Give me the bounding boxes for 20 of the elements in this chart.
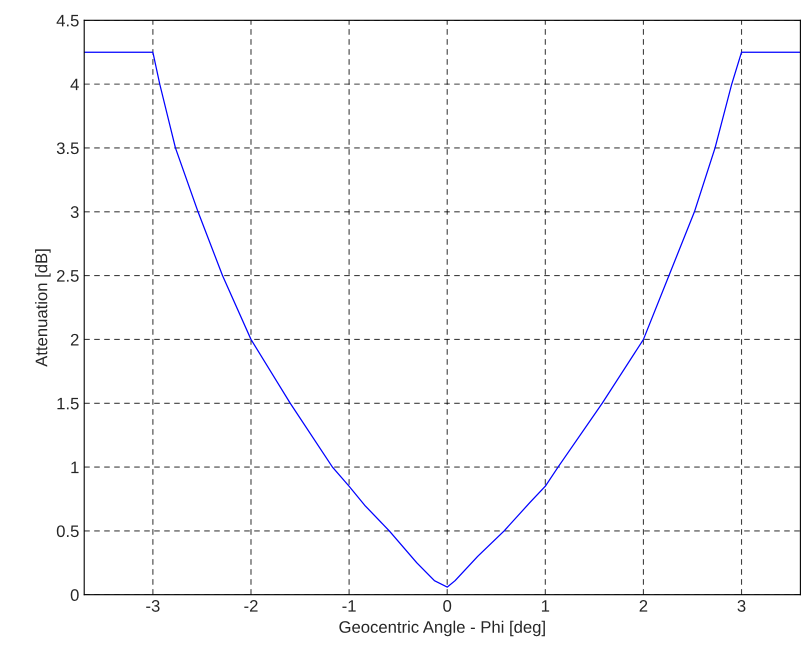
x-axis-title: Geocentric Angle - Phi [deg]	[339, 620, 545, 636]
y-axis-title: Attenuation [dB]	[35, 249, 51, 367]
x-tick-label: -1	[342, 600, 356, 612]
y-tick-label: 0	[70, 589, 79, 601]
y-tick-label: 3	[70, 206, 79, 218]
x-tick-label: 2	[640, 600, 648, 612]
x-tick-label: -2	[244, 600, 258, 612]
y-tick-label: 2.5	[57, 270, 79, 282]
x-tick-label: -3	[146, 600, 160, 612]
y-tick-label: 4.5	[56, 14, 79, 27]
y-tick-label: 1	[71, 462, 79, 474]
y-tick-label: 3.5	[56, 142, 79, 154]
x-tick-label: 3	[738, 600, 746, 612]
y-tick-label: 0.5	[56, 525, 79, 538]
line-series	[84, 52, 800, 588]
y-tick-label: 2	[70, 334, 79, 346]
x-tick-label: 0	[443, 600, 452, 612]
x-tick-label: 1	[542, 600, 550, 612]
y-tick-label: 1.5	[57, 398, 79, 410]
y-tick-label: 4	[70, 78, 79, 90]
